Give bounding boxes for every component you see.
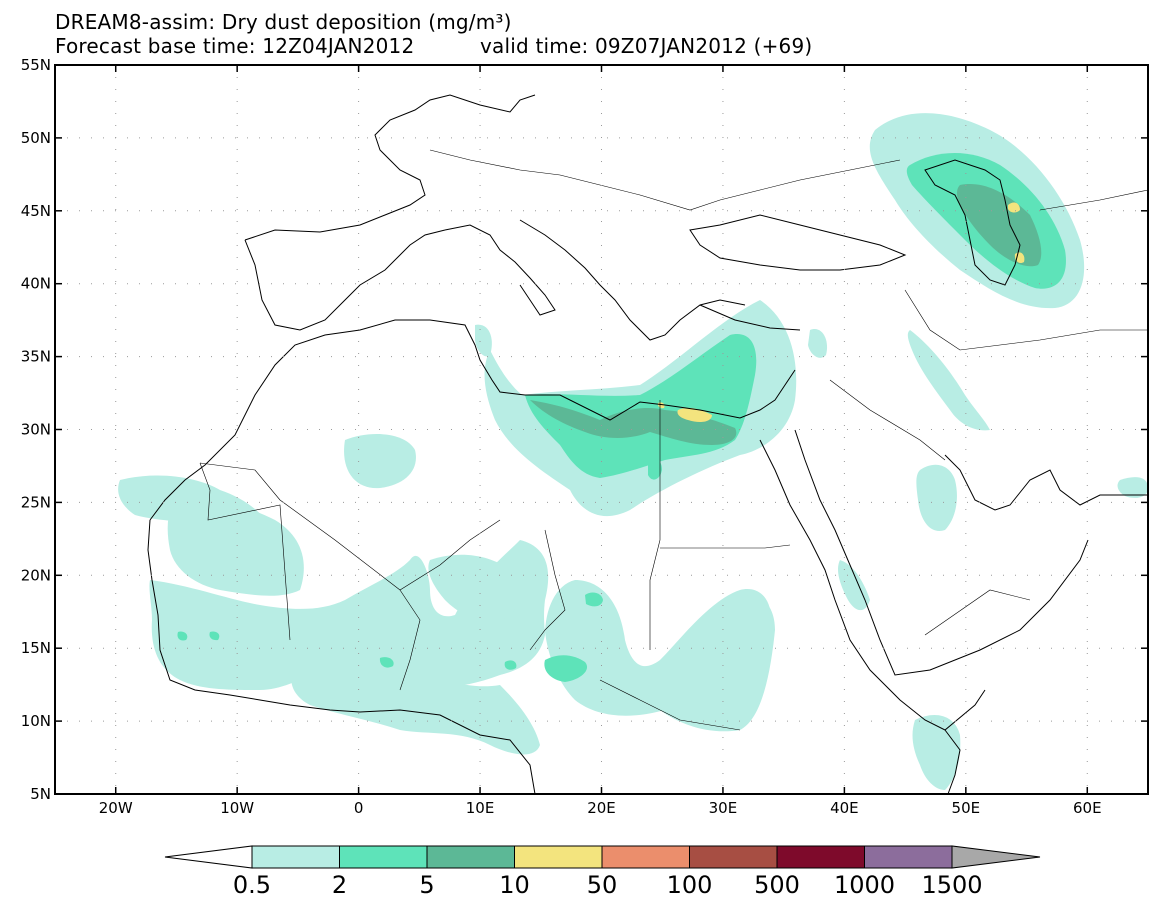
border-chad — [529, 529, 566, 651]
axis-ticks — [55, 64, 1148, 795]
lat-label: 5N — [30, 785, 51, 803]
dust-area-sahel-central — [291, 650, 540, 755]
dust-area-niger-green — [504, 660, 517, 670]
dust-area-iraq — [907, 330, 990, 431]
colorbar-label: 0.5 — [233, 871, 271, 899]
border-kazakh — [1039, 189, 1149, 211]
lon-label: 40E — [830, 799, 859, 817]
coast-caspian — [924, 159, 1021, 286]
coast-west-africa — [147, 519, 536, 795]
border-europe — [429, 149, 901, 211]
dust-area-arabia — [916, 464, 957, 531]
dust-area-egypt-yellow2 — [657, 402, 665, 409]
dust-area-gulf-edge — [1117, 477, 1148, 498]
lon-label: 60E — [1073, 799, 1102, 817]
colorbar-label: 5 — [419, 871, 434, 899]
dust-fields — [118, 113, 1148, 790]
dust-area-horn — [837, 560, 870, 611]
latitude-labels: 55N 50N 45N 40N 35N 30N 25N 20N 15N 10N 5N — [21, 56, 51, 803]
colorbar-under-arrow — [164, 845, 253, 869]
dust-area-caspian-yellow — [1008, 202, 1020, 213]
dust-area-sudan — [653, 594, 775, 732]
lon-label: 20E — [587, 799, 616, 817]
colorbar-swatch — [601, 845, 690, 869]
forecast-base-time: Forecast base time: 12Z04JAN2012 — [55, 34, 415, 58]
coast-italy — [444, 224, 556, 316]
lon-label: 10E — [466, 799, 495, 817]
colorbar-legend: 0.5 2 5 10 50 100 500 1000 1500 — [164, 845, 1041, 899]
colorbar-swatch — [689, 845, 778, 869]
dust-area-turkey-edge — [475, 324, 492, 357]
dust-area-egypt-yellow — [677, 407, 712, 423]
lon-label: 0 — [354, 799, 364, 817]
border-yemen — [924, 589, 1031, 636]
colorbar-swatch — [514, 845, 603, 869]
dust-area-senegal-green — [177, 631, 188, 641]
border-algeria-mali — [199, 462, 501, 591]
coast-persian-gulf — [944, 454, 1148, 511]
lat-label: 50N — [21, 129, 51, 147]
dust-area-mauritania — [167, 490, 304, 596]
border-iran — [904, 289, 1148, 351]
lat-label: 45N — [21, 202, 51, 220]
colorbar-label: 10 — [499, 871, 530, 899]
dust-area-sahara-blob — [344, 434, 416, 489]
colorbar-over-arrow — [951, 845, 1041, 869]
valid-time: valid time: 09Z07JAN2012 (+69) — [480, 34, 813, 58]
colorbar-swatch — [251, 845, 340, 869]
colorbar-swatch — [864, 845, 953, 869]
coast-europe-west — [244, 94, 536, 241]
dust-area-levant — [808, 329, 828, 358]
border-libya-egypt — [649, 400, 661, 650]
coast-red-sea-east — [794, 429, 1089, 676]
longitude-labels: 20W 10W 0 10E 20E 30E 40E 50E 60E — [99, 799, 1102, 817]
dust-area-chad-green — [544, 655, 588, 682]
colorbar-swatch — [339, 845, 428, 869]
colorbar-label: 50 — [587, 871, 618, 899]
lat-label: 25N — [21, 493, 51, 511]
coast-black-sea — [689, 214, 907, 271]
map-title: DREAM8-assim: Dry dust deposition (mg/m³… — [55, 10, 512, 34]
coast-north-africa — [149, 319, 796, 521]
lat-label: 55N — [21, 56, 51, 74]
lat-label: 40N — [21, 275, 51, 293]
lat-label: 15N — [21, 639, 51, 657]
dust-area-egypt-dark — [530, 400, 737, 445]
colorbar-label: 100 — [667, 871, 713, 899]
lat-label: 20N — [21, 566, 51, 584]
coast-iberia — [244, 229, 446, 331]
coast-east-africa — [944, 729, 961, 795]
lat-label: 30N — [21, 421, 51, 439]
country-borders — [199, 149, 1149, 731]
colorbar-label: 500 — [754, 871, 800, 899]
border-sudan-south — [599, 679, 741, 731]
dust-area-mali-green — [585, 592, 603, 607]
dust-area-senegal-green2 — [209, 631, 220, 641]
colorbar-label: 1500 — [921, 871, 982, 899]
border-saudi — [829, 379, 946, 461]
colorbar-label: 1000 — [834, 871, 895, 899]
dust-area-libya-green — [648, 458, 662, 480]
border-egypt-sudan — [660, 544, 791, 549]
coast-turkey-south — [699, 304, 801, 331]
lon-label: 10W — [220, 799, 254, 817]
lon-label: 50E — [952, 799, 981, 817]
lat-label: 35N — [21, 348, 51, 366]
lon-label: 20W — [99, 799, 133, 817]
coastlines — [147, 94, 1148, 795]
dust-area-niger — [428, 554, 519, 622]
border-nigeria — [399, 589, 421, 691]
colorbar-swatch — [426, 845, 515, 869]
colorbar-label: 2 — [332, 871, 347, 899]
lat-label: 10N — [21, 712, 51, 730]
colorbar-swatch — [776, 845, 865, 869]
dust-area-nigeria-green — [379, 657, 394, 668]
coast-red-sea-west — [759, 439, 986, 731]
lon-label: 30E — [709, 799, 738, 817]
border-mauritania — [199, 462, 291, 641]
